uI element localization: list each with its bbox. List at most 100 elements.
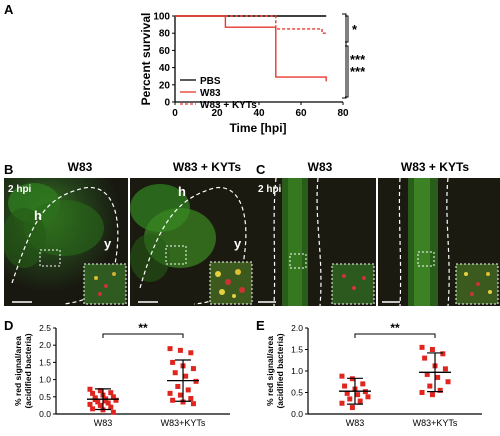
data-point [108, 390, 114, 396]
y-tick-label: 2.5 [39, 323, 51, 333]
data-point [429, 392, 435, 398]
data-point [177, 347, 183, 353]
data-point [177, 392, 183, 398]
x-tick-label: 80 [337, 108, 349, 119]
y-tick-label: 0.0 [39, 409, 51, 419]
y-tick-label: 80 [159, 29, 171, 40]
x-tick-label: 20 [211, 108, 223, 119]
data-point [95, 399, 101, 405]
data-point [90, 406, 96, 412]
data-point [344, 390, 350, 396]
significance-bracket [354, 333, 436, 338]
y-axis-label-line2: (acidified bacteria) [275, 333, 285, 408]
data-point [342, 383, 348, 389]
survival-chart: 0 20 40 60 80 100 0 20 40 60 80 Time [hpi] Percen… [140, 12, 366, 136]
y-axis-label-line1: % red signal/area [265, 336, 275, 406]
category-label: W83+KYTs [413, 418, 458, 428]
category-label: W83 [94, 418, 113, 428]
data-point [180, 399, 186, 405]
panel-b-title-right: W83 + KYTs [172, 160, 242, 174]
x-tick-label: 60 [295, 108, 307, 119]
y-tick-label: 100 [153, 12, 170, 23]
panel-letter-e: E [256, 318, 265, 333]
panel-b-title-left: W83 [67, 160, 93, 174]
data-point [355, 392, 361, 398]
data-point [435, 374, 441, 380]
series-line-2 [175, 15, 327, 35]
y-tick-label: 1.5 [291, 345, 303, 355]
y-tick-label: 60 [159, 46, 171, 57]
significance-3: *** [350, 52, 366, 67]
y-tick-label: 1.0 [291, 366, 303, 376]
data-point [427, 383, 433, 389]
time-label-b: 2 hpi [8, 184, 32, 195]
data-point [172, 370, 178, 376]
scatter-chart-e: 0.0 0.5 1.0 1.5 2.0 W83 W83+KYTs % red signal/a… [265, 322, 482, 428]
data-point [190, 366, 196, 372]
micrograph-b-w83-kyts: h y [130, 178, 254, 306]
panel-letter-d: D [4, 318, 14, 333]
panel-letter-c: C [256, 162, 266, 177]
data-point [110, 394, 116, 400]
significance-2: *** [350, 64, 366, 79]
panel-c-title-left: W83 [307, 160, 333, 174]
data-point [360, 381, 366, 387]
label-h-right: h [178, 184, 186, 199]
data-point [87, 401, 93, 407]
data-point [442, 366, 448, 372]
data-point [110, 409, 116, 415]
micrograph-c-w83-kyts [378, 178, 500, 306]
significance-label: ** [390, 322, 400, 335]
y-tick-label: 2.0 [39, 340, 51, 350]
data-point [167, 346, 173, 352]
data-point [170, 359, 176, 365]
data-point [193, 378, 199, 384]
label-y-left: y [104, 236, 112, 251]
x-axis-label: Time [hpi] [229, 121, 286, 135]
y-tick-label: 1.0 [39, 375, 51, 385]
x-tick-label: 40 [253, 108, 265, 119]
y-axis-label-line1: % red signal/area [13, 336, 23, 406]
legend-label-w83: W83 [200, 88, 221, 99]
category-label: W83+KYTs [161, 418, 206, 428]
micrograph-b-w83: 2 hpi h y [4, 178, 128, 306]
data-point [170, 397, 176, 403]
time-label-c: 2 hpi [258, 184, 282, 195]
data-point [445, 379, 451, 385]
data-point [183, 373, 189, 379]
panel-c-title-right: W83 + KYTs [400, 160, 470, 174]
data-point [349, 405, 355, 411]
panel-letter-b: B [4, 162, 14, 177]
data-point [347, 396, 353, 402]
data-point [190, 401, 196, 407]
data-point [422, 355, 428, 361]
data-point [365, 394, 371, 400]
y-tick-label: 0 [164, 98, 170, 109]
data-point [437, 387, 443, 393]
legend-label-w83-kyts: W83 + KYTs [200, 100, 257, 111]
data-point [105, 400, 111, 406]
micrograph-c-w83: 2 hpi [254, 178, 376, 306]
data-point [429, 347, 435, 352]
y-tick-label: 0.5 [291, 388, 303, 398]
data-point [339, 400, 345, 406]
label-h-left: h [34, 208, 42, 223]
data-point [175, 383, 181, 389]
data-point [188, 396, 194, 402]
data-point [97, 402, 103, 408]
y-tick-label: 20 [159, 80, 171, 91]
significance-1: * [352, 22, 358, 37]
data-point [185, 387, 191, 393]
y-tick-label: 2.0 [291, 323, 303, 333]
data-point [424, 371, 430, 377]
legend: PBS W83 W83 + KYTs [180, 76, 257, 111]
data-point [188, 350, 194, 356]
data-point [87, 386, 93, 392]
significance-label: ** [138, 322, 148, 335]
y-tick-label: 40 [159, 63, 171, 74]
y-tick-label: 0.5 [39, 392, 51, 402]
data-point [90, 390, 96, 396]
significance-bracket [102, 333, 184, 338]
data-point [419, 390, 425, 395]
data-point [103, 398, 109, 404]
